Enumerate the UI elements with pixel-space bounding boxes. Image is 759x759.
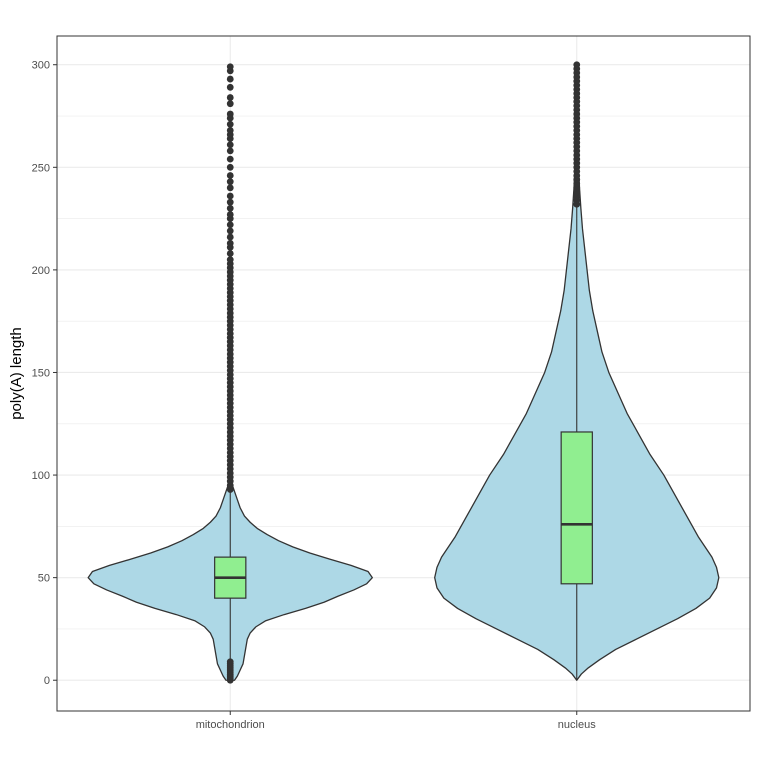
y-tick-label: 100 bbox=[32, 470, 50, 482]
outlier-point-mitochondrion bbox=[226, 163, 234, 171]
x-tick-label: mitochondrion bbox=[196, 719, 265, 731]
outlier-point-mitochondrion bbox=[226, 172, 234, 179]
y-tick-label: 300 bbox=[32, 60, 50, 72]
outlier-point-mitochondrion bbox=[226, 141, 234, 149]
outlier-point-mitochondrion bbox=[226, 126, 234, 134]
outlier-point-mitochondrion bbox=[226, 94, 234, 101]
outlier-point-mitochondrion bbox=[226, 100, 234, 108]
outlier-point-mitochondrion bbox=[226, 221, 234, 229]
outlier-point-mitochondrion bbox=[226, 256, 234, 264]
outlier-point-mitochondrion bbox=[226, 198, 234, 206]
outlier-point-mitochondrion bbox=[226, 147, 234, 155]
outlier-point-mitochondrion bbox=[226, 83, 234, 91]
outlier-point-mitochondrion bbox=[226, 110, 234, 118]
y-tick-label: 200 bbox=[32, 265, 50, 277]
y-axis-title: poly(A) length bbox=[8, 327, 25, 420]
outlier-point-nucleus bbox=[573, 61, 581, 69]
outlier-point-mitochondrion bbox=[226, 184, 234, 192]
outlier-point-mitochondrion bbox=[226, 178, 234, 186]
outlier-point-mitochondrion bbox=[226, 63, 234, 71]
outlier-point-mitochondrion bbox=[226, 120, 234, 128]
y-tick-label: 0 bbox=[44, 675, 50, 687]
panel-border bbox=[56, 35, 751, 712]
outlier-point-mitochondrion bbox=[226, 658, 234, 666]
outlier-point-mitochondrion bbox=[226, 155, 234, 163]
x-tick-label: nucleus bbox=[558, 719, 596, 731]
outlier-point-mitochondrion bbox=[226, 227, 234, 235]
outlier-point-mitochondrion bbox=[226, 211, 234, 218]
y-tick-label: 250 bbox=[32, 162, 50, 174]
x-axis-ticks: mitochondrion nucleus bbox=[196, 711, 596, 731]
outlier-point-mitochondrion bbox=[226, 204, 234, 212]
y-tick-label: 50 bbox=[38, 573, 50, 585]
outlier-point-mitochondrion bbox=[226, 250, 234, 257]
outlier-point-mitochondrion bbox=[226, 233, 234, 241]
outlier-point-mitochondrion bbox=[226, 192, 234, 200]
y-axis-ticks: 0 50 100 150 200 250 300 bbox=[32, 60, 57, 687]
y-tick-label: 150 bbox=[32, 367, 50, 379]
outlier-points bbox=[226, 61, 581, 684]
outlier-point-mitochondrion bbox=[226, 75, 234, 83]
boxplots bbox=[214, 204, 593, 681]
outlier-point-mitochondrion bbox=[226, 239, 234, 247]
box-nucleus bbox=[560, 431, 593, 585]
